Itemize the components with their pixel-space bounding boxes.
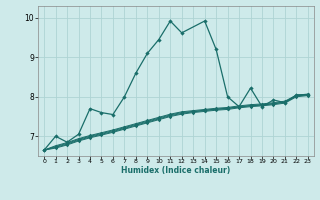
X-axis label: Humidex (Indice chaleur): Humidex (Indice chaleur) <box>121 166 231 175</box>
